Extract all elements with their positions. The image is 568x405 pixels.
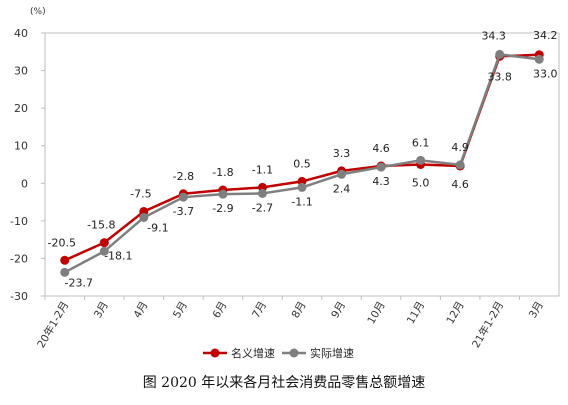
data-label: 34.3 <box>481 29 506 42</box>
figure-caption: 图 2020 年以来各月社会消费品零售总额增速 <box>142 375 426 391</box>
x-tick-label: 5月 <box>171 300 190 321</box>
x-tick-label: 3月 <box>527 300 546 321</box>
data-label: -1.1 <box>291 195 312 208</box>
data-label: -1.1 <box>252 163 273 176</box>
data-point <box>257 188 267 198</box>
data-label: -3.7 <box>173 205 194 218</box>
y-tick-label: 40 <box>14 27 28 40</box>
y-tick-label: 10 <box>14 140 28 153</box>
y-tick-label: 20 <box>14 102 28 115</box>
y-tick-label: 0 <box>21 177 28 190</box>
data-label: 4.6 <box>372 142 390 155</box>
data-point <box>99 246 109 256</box>
data-label: -7.5 <box>130 187 151 200</box>
data-point <box>60 267 70 277</box>
data-label: -20.5 <box>48 236 76 249</box>
data-point <box>337 169 347 179</box>
y-tick-label: -10 <box>10 215 28 228</box>
plot-frame <box>44 32 560 297</box>
data-label: -1.8 <box>212 166 233 179</box>
data-point <box>495 49 505 59</box>
x-tick-label: 21年1-2月 <box>469 299 506 350</box>
data-point <box>139 212 149 222</box>
data-point <box>416 155 426 165</box>
y-tick-label: -20 <box>10 252 28 265</box>
data-label: -9.1 <box>147 221 168 234</box>
data-point <box>178 192 188 202</box>
legend-label: 实际增速 <box>310 346 354 360</box>
data-label: -23.7 <box>65 276 93 289</box>
y-axis: 40 30 20 10 0 -10 -20 -30 <box>10 27 45 303</box>
y-tick-label: 30 <box>14 65 28 78</box>
x-tick-label: 12月 <box>444 300 466 327</box>
data-label: 34.2 <box>533 29 558 42</box>
x-tick-label: 3月 <box>92 300 111 321</box>
data-label: 4.6 <box>451 178 469 191</box>
data-label: 4.9 <box>451 141 469 154</box>
legend-marker <box>289 348 299 358</box>
data-label: -15.8 <box>87 219 115 232</box>
y-axis-unit: (%) <box>30 7 46 17</box>
data-label: 33.0 <box>533 67 558 80</box>
x-tick-label: 9月 <box>329 300 348 321</box>
x-tick-label: 6月 <box>211 300 230 321</box>
data-label: 3.3 <box>333 147 351 160</box>
data-point <box>218 189 228 199</box>
data-label: 33.8 <box>487 70 512 83</box>
x-tick-label: 11月 <box>405 300 427 327</box>
x-tick-label: 4月 <box>131 300 150 321</box>
data-point <box>376 162 386 172</box>
x-tick-label: 20年1-2月 <box>34 299 71 350</box>
legend-marker <box>210 348 220 358</box>
data-label: -18.1 <box>104 249 132 262</box>
legend-label: 名义增速 <box>231 346 275 360</box>
x-tick-label: 10月 <box>365 300 387 327</box>
x-tick-label: 7月 <box>250 300 269 321</box>
data-label: 6.1 <box>412 136 430 149</box>
x-axis: 20年1-2月 3月 4月 5月 6月 7月 8月 9月 10月 11月 12月 21年1-2月 3月 <box>34 296 546 350</box>
legend: 名义增速 实际增速 <box>203 346 354 360</box>
y-tick-label: -30 <box>10 290 28 303</box>
data-label: -2.7 <box>252 201 273 214</box>
data-label: -2.8 <box>173 170 194 183</box>
data-point <box>534 54 544 64</box>
data-point <box>455 160 465 170</box>
data-label: 2.4 <box>333 182 351 195</box>
data-label: 0.5 <box>293 157 311 170</box>
data-label: 5.0 <box>412 177 430 190</box>
series-layer: -20.5 -15.8 -7.5 -2.8 -1.8 -1.1 0.5 3.3 4.6 5.0 4.… <box>48 29 558 290</box>
data-point <box>99 238 109 248</box>
data-point <box>297 182 307 192</box>
data-label: 4.3 <box>372 175 390 188</box>
data-label: -2.9 <box>212 202 233 215</box>
x-tick-label: 8月 <box>290 300 309 321</box>
data-point <box>60 255 70 265</box>
